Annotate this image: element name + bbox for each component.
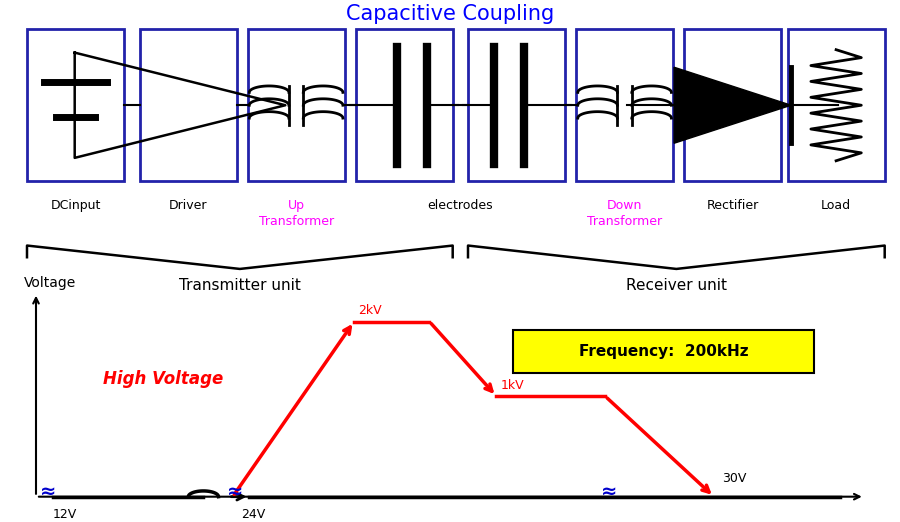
Polygon shape (674, 67, 791, 143)
Text: Frequency:  200kHz: Frequency: 200kHz (579, 344, 749, 359)
Text: 12V: 12V (53, 508, 77, 521)
Text: ≈: ≈ (40, 481, 57, 501)
Text: Transmitter unit: Transmitter unit (179, 278, 301, 293)
Text: ≈: ≈ (601, 481, 617, 501)
Bar (513, 330, 814, 373)
Text: Driver: Driver (169, 199, 207, 212)
Bar (468, 29, 565, 181)
Bar (684, 29, 781, 181)
Text: High Voltage: High Voltage (103, 370, 223, 388)
Text: 2kV: 2kV (358, 304, 382, 317)
Text: Down
Transformer: Down Transformer (587, 199, 662, 228)
Text: Load: Load (821, 199, 851, 212)
Text: Voltage: Voltage (23, 276, 76, 290)
Text: Capacitive Coupling: Capacitive Coupling (346, 4, 554, 25)
Text: ≈: ≈ (227, 481, 243, 501)
Text: 24V: 24V (241, 508, 266, 521)
Text: 30V: 30V (723, 472, 747, 485)
Bar (788, 29, 885, 181)
Text: Receiver unit: Receiver unit (626, 278, 727, 293)
Text: Up
Transformer: Up Transformer (258, 199, 334, 228)
Text: electrodes: electrodes (428, 199, 493, 212)
Text: DCinput: DCinput (50, 199, 101, 212)
Bar (576, 29, 673, 181)
Bar (356, 29, 453, 181)
Bar (27, 29, 124, 181)
Text: Rectifier: Rectifier (706, 199, 759, 212)
Text: 1kV: 1kV (500, 378, 524, 392)
Bar (140, 29, 237, 181)
Bar (248, 29, 345, 181)
